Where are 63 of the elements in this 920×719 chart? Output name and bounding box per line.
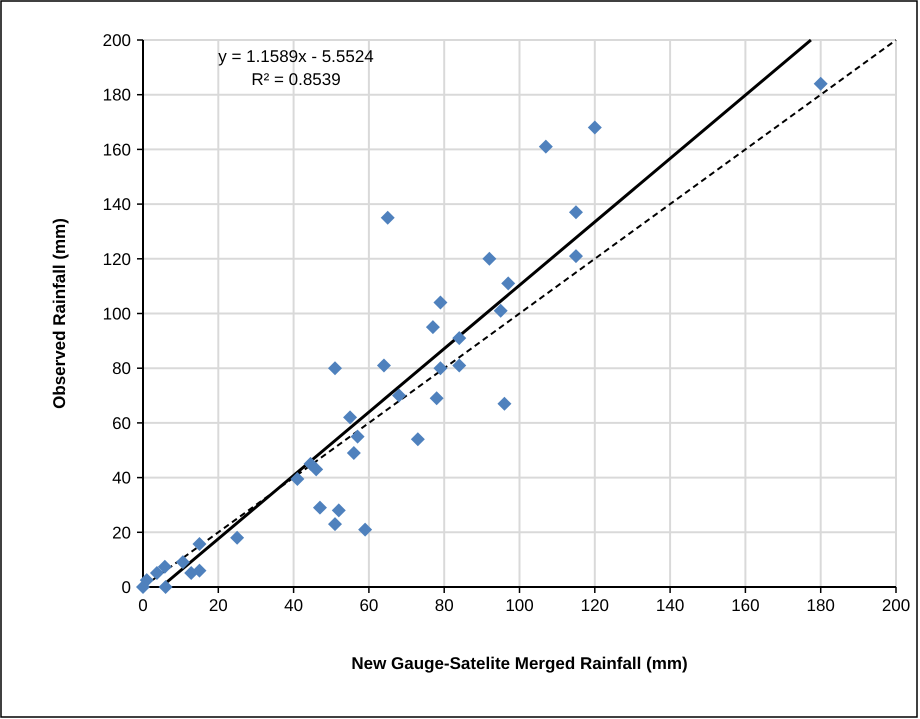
- y-tick-label: 200: [102, 31, 131, 50]
- y-tick-label: 80: [112, 359, 131, 378]
- point: [176, 555, 190, 570]
- point: [346, 446, 361, 460]
- y-tick-label: 160: [102, 140, 131, 160]
- point: [568, 249, 583, 264]
- point: [328, 517, 342, 532]
- y-tick-label: 40: [112, 468, 131, 488]
- y-tick-label: 0: [122, 578, 131, 597]
- x-tick-label: 140: [656, 596, 684, 615]
- point: [497, 396, 512, 411]
- point: [568, 205, 583, 220]
- x-tick-label: 0: [138, 596, 148, 615]
- point: [343, 410, 358, 424]
- point: [150, 566, 164, 580]
- x-tick-label: 40: [284, 596, 304, 615]
- y-tick-label: 140: [102, 195, 131, 214]
- point: [358, 522, 372, 537]
- point: [538, 140, 553, 154]
- point: [350, 430, 365, 444]
- point: [290, 472, 304, 486]
- point: [452, 358, 466, 372]
- y-tick-label: 100: [102, 304, 131, 324]
- point: [309, 462, 324, 476]
- x-tick-label: 120: [580, 596, 609, 615]
- x-tick-label: 60: [359, 596, 378, 615]
- point: [452, 331, 466, 346]
- point: [433, 361, 448, 376]
- point: [158, 560, 172, 574]
- x-tick-label: 160: [731, 596, 760, 615]
- point: [410, 432, 425, 446]
- x-tick-label: 100: [505, 596, 534, 615]
- point: [192, 537, 206, 552]
- point: [392, 388, 406, 403]
- x-tick-label: 180: [806, 596, 835, 615]
- point: [380, 210, 395, 225]
- point: [501, 276, 516, 290]
- y-axis-title: Observed Rainfall (mm): [50, 218, 69, 409]
- y-tick-label: 60: [112, 414, 131, 433]
- point: [332, 503, 346, 518]
- point: [814, 76, 828, 91]
- y-tick-label: 120: [102, 250, 131, 269]
- point: [494, 304, 508, 318]
- point: [312, 500, 327, 515]
- point: [192, 564, 206, 578]
- point: [328, 361, 342, 376]
- annotation: y = 1.1589x - 5.5524: [218, 47, 374, 66]
- point: [140, 573, 154, 588]
- y-tick-label: 180: [102, 86, 131, 105]
- x-tick-label: 80: [434, 596, 454, 615]
- x-axis-title: New Gauge-Satelite Merged Rainfall (mm): [351, 654, 688, 673]
- y-tick-label: 20: [112, 523, 131, 542]
- point: [430, 391, 444, 406]
- annotation: R² = 0.8539: [251, 70, 341, 89]
- point: [426, 320, 440, 334]
- x-tick-label: 20: [208, 596, 228, 615]
- x-tick-label: 200: [882, 596, 910, 615]
- point: [376, 358, 391, 372]
- point: [588, 120, 602, 135]
- point: [158, 580, 173, 594]
- point: [482, 252, 496, 266]
- point: [230, 530, 244, 545]
- point: [433, 296, 448, 310]
